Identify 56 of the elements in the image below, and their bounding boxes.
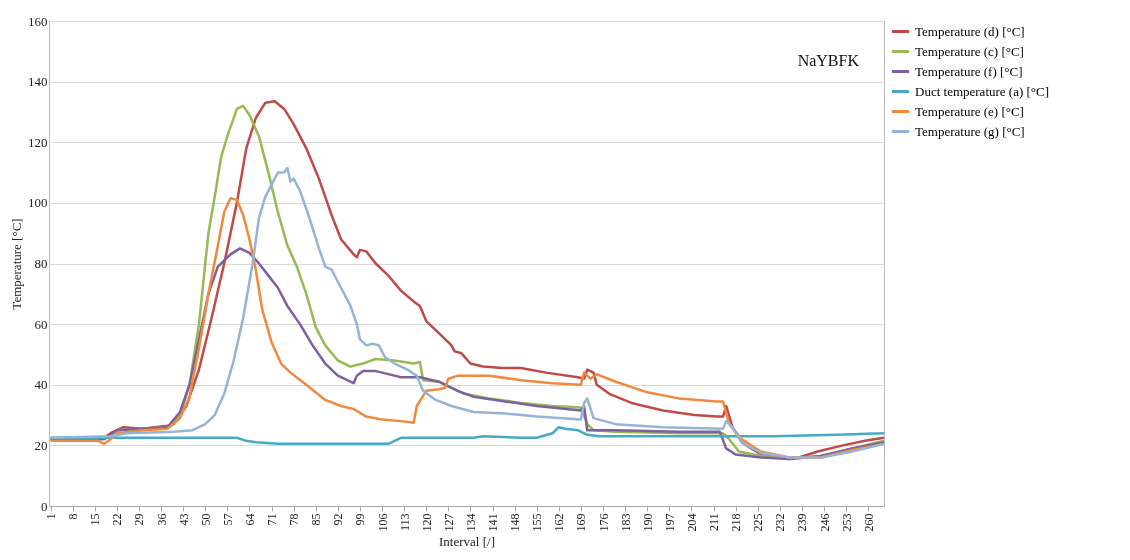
x-tick-label: 225 [751, 513, 766, 532]
x-tick-label: 162 [552, 513, 567, 532]
y-tick-label: 0 [41, 498, 48, 514]
x-tick-label: 239 [795, 513, 810, 532]
x-tick-label: 106 [375, 513, 390, 532]
y-axis-title: Temperature [°C] [9, 218, 24, 310]
x-tick-label: 99 [353, 513, 368, 526]
y-tick-label: 20 [34, 437, 48, 453]
y-tick-label: 80 [34, 256, 48, 271]
x-tick-label: 120 [419, 513, 434, 532]
x-tick-label: 218 [729, 513, 744, 532]
x-tick-label: 232 [773, 513, 788, 532]
y-tick-label: 60 [34, 316, 48, 332]
x-tick-label: 246 [817, 513, 832, 532]
x-tick-label: 134 [463, 513, 478, 532]
x-tick-label: 197 [662, 513, 677, 532]
y-tick-label: 140 [28, 74, 48, 90]
legend-label: Temperature (f) [°C] [915, 63, 1023, 79]
x-tick-label: 260 [861, 513, 876, 532]
x-tick-label: 85 [309, 513, 324, 526]
y-tick-label: 100 [28, 195, 48, 211]
legend-label: Temperature (e) [°C] [915, 103, 1024, 119]
x-tick-label: 22 [110, 513, 125, 526]
x-tick-label: 50 [198, 513, 213, 526]
x-tick-label: 204 [684, 513, 699, 532]
y-tick-label: 120 [28, 134, 48, 150]
x-tick-label: 127 [441, 513, 456, 532]
x-tick-label: 8 [66, 513, 81, 520]
x-axis-title: Interval [/] [439, 533, 495, 549]
x-tick-label: 36 [154, 513, 169, 526]
x-tick-label: 92 [331, 513, 346, 526]
x-tick-label: 29 [132, 513, 147, 526]
y-tick-label: 160 [28, 13, 48, 29]
x-tick-label: 183 [618, 513, 633, 532]
legend-label: Temperature (c) [°C] [915, 43, 1024, 59]
legend-label: Temperature (g) [°C] [915, 123, 1025, 139]
x-tick-label: 64 [242, 513, 257, 526]
x-tick-label: 78 [287, 513, 302, 526]
x-tick-label: 176 [596, 513, 611, 532]
legend-label: Temperature (d) [°C] [915, 23, 1025, 39]
legend-label: Duct temperature (a) [°C] [915, 83, 1050, 99]
x-tick-label: 15 [88, 513, 103, 526]
x-tick-label: 253 [839, 513, 854, 532]
annotation: NaYBFK [797, 52, 860, 69]
x-tick-label: 113 [397, 513, 412, 532]
x-tick-label: 57 [220, 513, 235, 526]
x-tick-label: 155 [530, 513, 545, 532]
x-tick-label: 1 [44, 513, 59, 520]
x-tick-label: 148 [508, 513, 523, 532]
x-tick-label: 169 [574, 513, 589, 532]
y-tick-label: 40 [34, 377, 48, 393]
x-tick-label: 211 [707, 513, 722, 532]
x-tick-label: 71 [265, 513, 280, 526]
x-tick-label: 43 [176, 513, 191, 526]
x-tick-label: 141 [486, 513, 501, 532]
x-tick-label: 190 [640, 513, 655, 532]
